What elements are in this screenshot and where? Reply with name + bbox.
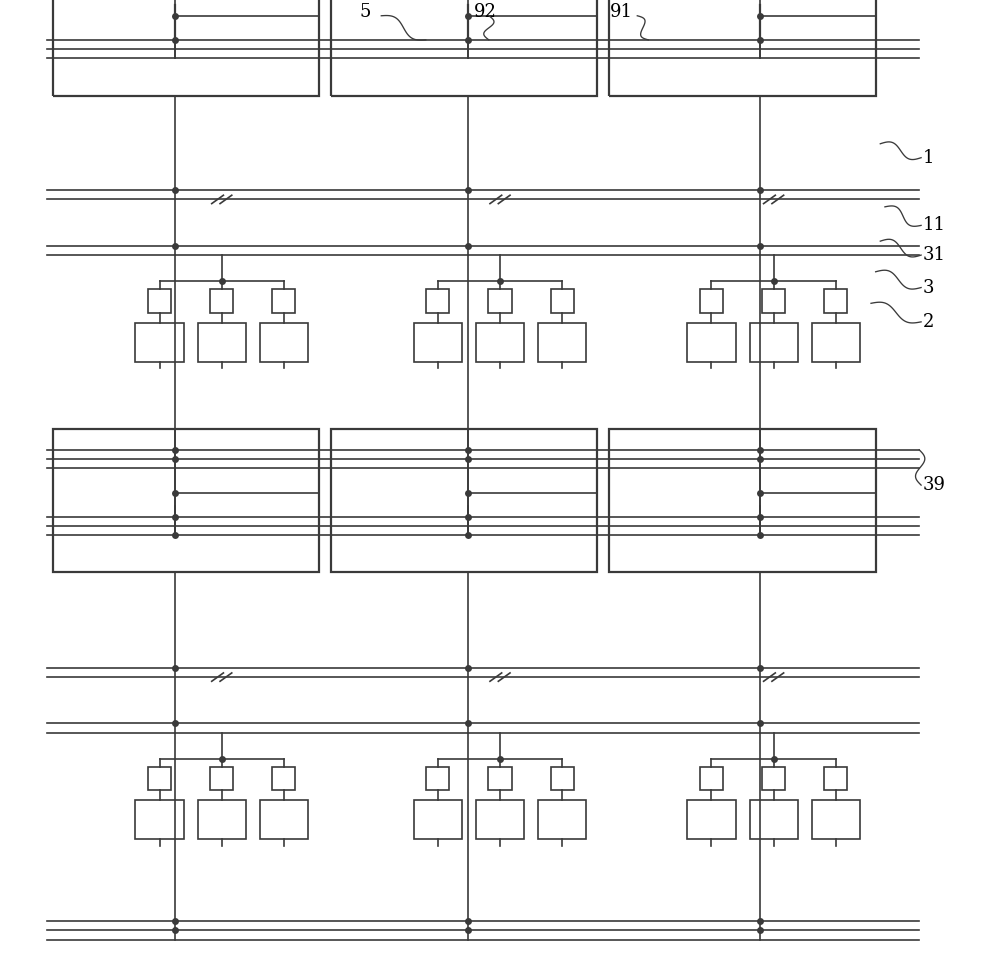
Bar <box>824 767 847 790</box>
Bar <box>198 801 246 839</box>
Bar <box>426 289 449 313</box>
Bar <box>609 0 876 96</box>
Bar <box>135 323 184 362</box>
Bar <box>488 767 512 790</box>
Text: 31: 31 <box>923 246 946 264</box>
Bar <box>687 801 736 839</box>
Bar <box>210 767 233 790</box>
Bar <box>476 801 524 839</box>
Bar <box>750 323 798 362</box>
Bar <box>700 289 723 313</box>
Text: 11: 11 <box>923 216 946 234</box>
Bar <box>687 323 736 362</box>
Bar <box>53 0 319 96</box>
Text: 39: 39 <box>923 476 946 494</box>
Bar <box>148 289 171 313</box>
Bar <box>260 323 308 362</box>
Bar <box>53 428 319 572</box>
Text: 5: 5 <box>359 3 370 21</box>
Bar <box>414 323 462 362</box>
Bar <box>538 801 586 839</box>
Bar <box>609 428 876 572</box>
Bar <box>135 801 184 839</box>
Bar <box>551 289 574 313</box>
Text: 1: 1 <box>923 149 934 167</box>
Bar <box>762 289 785 313</box>
Bar <box>551 767 574 790</box>
Bar <box>260 801 308 839</box>
Bar <box>700 767 723 790</box>
Bar <box>414 801 462 839</box>
Text: 92: 92 <box>474 3 497 21</box>
Bar <box>762 767 785 790</box>
Bar <box>488 289 512 313</box>
Bar <box>210 289 233 313</box>
Bar <box>331 428 597 572</box>
Bar <box>148 767 171 790</box>
Bar <box>812 801 860 839</box>
Text: 2: 2 <box>923 313 934 331</box>
Bar <box>750 801 798 839</box>
Bar <box>272 767 295 790</box>
Bar <box>272 289 295 313</box>
Bar <box>426 767 449 790</box>
Text: 91: 91 <box>609 3 632 21</box>
Bar <box>812 323 860 362</box>
Text: 3: 3 <box>923 278 934 297</box>
Bar <box>331 0 597 96</box>
Bar <box>824 289 847 313</box>
Bar <box>198 323 246 362</box>
Bar <box>476 323 524 362</box>
Bar <box>538 323 586 362</box>
